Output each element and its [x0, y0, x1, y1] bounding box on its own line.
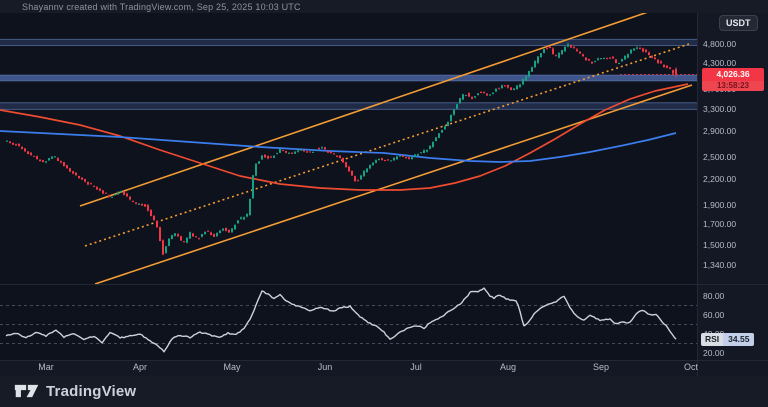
rsi-line	[5, 287, 677, 353]
time-axis-label: Jun	[317, 362, 333, 372]
tradingview-brand-text: TradingView	[46, 382, 137, 400]
plot-background	[0, 13, 697, 360]
price-axis-label: 1,500.00	[703, 240, 737, 250]
rsi-axis-label: 20.00	[703, 348, 725, 358]
time-axis-label: Jul	[410, 362, 422, 372]
price-axis-label: 1,700.00	[703, 219, 737, 229]
rsi-label: RSI	[701, 333, 724, 346]
tradingview-logo-icon	[14, 384, 39, 398]
price-pane	[0, 12, 697, 285]
candlestick-series	[6, 42, 677, 256]
time-axis-label: Sep	[592, 362, 610, 372]
ascending-channel[interactable]	[79, 12, 693, 285]
chart-credit-text: Shayannv created with TradingView.com, S…	[22, 2, 301, 12]
rsi-value-badge: RSI 34.55	[701, 333, 755, 346]
price-zone-band	[0, 75, 697, 81]
quote-currency-button[interactable]: USDT	[719, 15, 758, 31]
time-axis-label: Aug	[499, 362, 517, 372]
bar-close-countdown: 13:58:23	[702, 81, 764, 91]
time-axis-label: Oct	[683, 362, 699, 372]
price-axis-label: 3,300.00	[703, 104, 737, 114]
price-axis-label: 1,340.00	[703, 260, 737, 270]
channel-lower-trendline[interactable]	[94, 84, 693, 285]
ma-blue-line	[0, 130, 677, 163]
rsi-axis-label: 80.00	[703, 291, 725, 301]
price-zone-band	[0, 102, 697, 110]
price-zone-band	[0, 39, 697, 46]
last-price-value: 4,026.36	[702, 68, 764, 81]
time-axis-background	[0, 360, 768, 376]
channel-mid-trendline[interactable]	[84, 43, 690, 247]
channel-upper-trendline[interactable]	[79, 12, 648, 207]
time-axis-label: Apr	[132, 362, 148, 372]
price-axis-label: 2,900.00	[703, 126, 737, 136]
support-resistance-bands	[0, 38, 697, 110]
last-price-badge: 4,026.36 13:58:23	[702, 68, 764, 91]
ma-red-line	[0, 83, 689, 191]
price-axis-label: 4,300.00	[703, 58, 737, 68]
price-axis-label: 1,900.00	[703, 200, 737, 210]
time-axis-label: Mar	[38, 362, 54, 372]
rsi-last-value: 34.55	[723, 333, 755, 346]
tradingview-footer[interactable]: TradingView	[14, 381, 136, 401]
price-axis-label: 2,200.00	[703, 174, 737, 184]
price-axis-label: 4,800.00	[703, 39, 737, 49]
time-axis-label: May	[223, 362, 241, 372]
rsi-pane	[0, 287, 697, 353]
rsi-axis-label: 60.00	[703, 310, 725, 320]
price-axis-label: 2,500.00	[703, 152, 737, 162]
